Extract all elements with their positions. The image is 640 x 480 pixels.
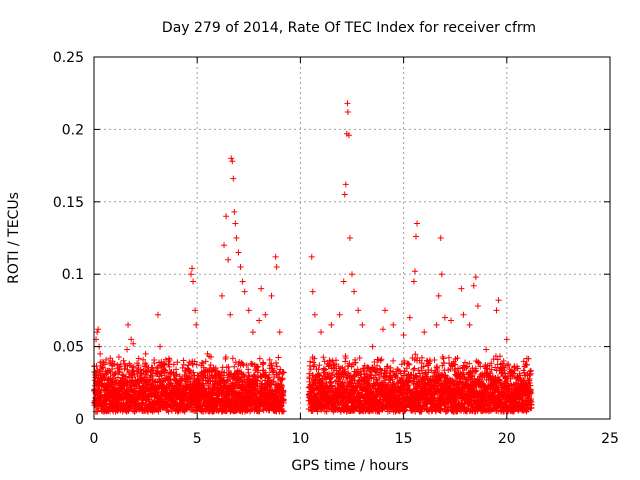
data-point [140,356,147,363]
data-point [101,361,108,368]
data-point [109,366,116,373]
data-point [149,372,156,379]
data-point [151,359,158,366]
data-point [115,354,122,361]
data-point [100,364,107,371]
data-point [166,357,173,364]
data-points [91,100,535,415]
data-point [130,363,137,370]
data-point [129,367,136,374]
grid-lines [94,57,610,419]
data-point [168,379,175,386]
data-point [103,401,110,408]
data-point [112,370,119,377]
data-point [135,355,142,362]
data-point [103,356,110,363]
data-point [161,362,168,369]
data-point [170,361,177,368]
data-point [123,374,130,381]
data-point [165,408,172,415]
chart-title: Day 279 of 2014, Rate Of TEC Index for r… [162,20,536,36]
data-point [165,355,172,362]
data-point [107,369,114,376]
data-point [150,367,157,374]
data-point [112,395,119,402]
data-point [170,404,177,411]
data-point [158,372,165,379]
data-point [166,363,173,370]
data-point [120,357,127,364]
data-point [111,371,118,378]
data-point [139,400,146,407]
data-point [135,362,142,369]
data-point [102,371,109,378]
data-point [94,408,101,415]
